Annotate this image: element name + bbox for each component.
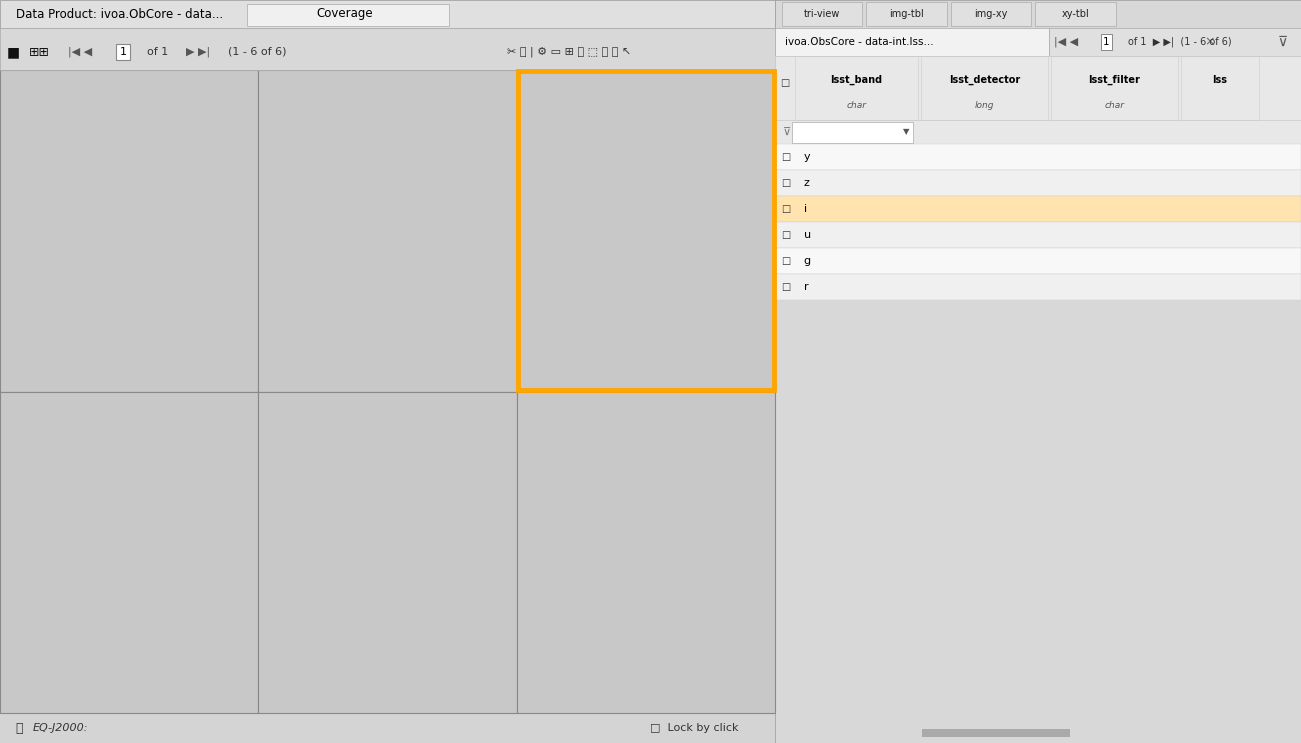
Text: lsst_detector: lsst_detector <box>948 75 1020 85</box>
Text: of 1  ▶ ▶|  (1 - 6 of 6): of 1 ▶ ▶| (1 - 6 of 6) <box>1128 36 1232 48</box>
Text: ⊽: ⊽ <box>1278 35 1288 49</box>
Text: HDU (#1):: HDU (#1): <box>343 397 401 407</box>
Text: Primary product (#this): Primary product (#this) <box>13 421 120 429</box>
Text: < >: < > <box>155 74 181 87</box>
Text: HDU (#1):: HDU (#1): <box>601 397 660 407</box>
Text: < >: < > <box>414 74 438 87</box>
Text: □: □ <box>782 282 791 292</box>
Text: Data Product: ivoa.ObCore - data...: Data Product: ivoa.ObCore - data... <box>16 7 222 21</box>
Text: img-xy: img-xy <box>974 9 1008 19</box>
Text: □  Lock by click: □ Lock by click <box>650 723 739 733</box>
Text: tri-view: tri-view <box>804 9 840 19</box>
Text: lss: lss <box>1213 75 1227 85</box>
Text: img-tbl: img-tbl <box>889 9 924 19</box>
Text: ▶ ▶|: ▶ ▶| <box>186 47 211 57</box>
Text: (1 - 6 of 6): (1 - 6 of 6) <box>228 47 286 57</box>
Text: < >: < > <box>671 395 697 409</box>
Text: z: z <box>804 178 809 188</box>
Text: FOV: 13": FOV: 13" <box>181 99 220 108</box>
Text: ✂ 🔍 | ⚙ ▭ ⊞ ⬜ ⬚ 🖼 🖥 ↖: ✂ 🔍 | ⚙ ▭ ⊞ ⬜ ⬚ 🖼 🖥 ↖ <box>507 47 632 57</box>
Text: lsst_filter: lsst_filter <box>1089 75 1141 85</box>
Text: of 1: of 1 <box>147 47 168 57</box>
Text: Primary product (#this): Primary product (#this) <box>13 99 120 108</box>
Text: g: g <box>804 256 811 266</box>
Text: 1 / 3: 1 / 3 <box>195 76 219 85</box>
Text: ivoa.ObsCore - data-int.lss...: ivoa.ObsCore - data-int.lss... <box>786 37 934 47</box>
Text: Primary product (#this): Primary product (#this) <box>271 421 379 429</box>
Text: ⊽: ⊽ <box>783 127 791 137</box>
Text: □: □ <box>782 178 791 188</box>
Text: 1 / 3: 1 / 3 <box>453 76 476 85</box>
Text: 🔗: 🔗 <box>16 721 23 735</box>
Text: FOV: 13": FOV: 13" <box>440 421 477 429</box>
Text: long: long <box>974 101 994 110</box>
Text: lsst_band: lsst_band <box>830 75 882 85</box>
Text: 1 / 3: 1 / 3 <box>712 76 735 85</box>
Text: < >: < > <box>155 395 181 409</box>
Text: 1 / 3: 1 / 3 <box>453 397 476 407</box>
Text: 1: 1 <box>1103 37 1110 47</box>
Text: HDU (#1):: HDU (#1): <box>85 76 142 85</box>
Text: < >: < > <box>414 395 438 409</box>
Text: Primary product (#this): Primary product (#this) <box>530 421 636 429</box>
Text: HDU (#1):: HDU (#1): <box>85 397 142 407</box>
Text: ▼: ▼ <box>903 128 909 137</box>
Text: |◀ ◀: |◀ ◀ <box>1054 36 1079 48</box>
Text: ⊕  ⊖  ⊕  ⊖: ⊕ ⊖ ⊕ ⊖ <box>271 120 325 130</box>
Text: FOV: 13": FOV: 13" <box>440 99 477 108</box>
Text: ■: ■ <box>7 45 20 59</box>
Text: □: □ <box>782 204 791 214</box>
Text: < >: < > <box>671 74 697 87</box>
Text: FOV: 13": FOV: 13" <box>697 421 736 429</box>
Text: u: u <box>804 230 811 240</box>
Text: □: □ <box>782 230 791 240</box>
Text: 1 / 3: 1 / 3 <box>712 397 735 407</box>
Text: Primary product (#this): Primary product (#this) <box>530 99 636 108</box>
Text: □: □ <box>781 78 790 88</box>
Text: i: i <box>804 204 807 214</box>
Text: HDU (#1):: HDU (#1): <box>343 76 401 85</box>
Text: ×: × <box>1205 36 1215 48</box>
Text: HDU (#1):: HDU (#1): <box>601 76 660 85</box>
Text: xy-tbl: xy-tbl <box>1062 9 1089 19</box>
Text: ⊞⊞: ⊞⊞ <box>29 45 49 59</box>
Text: FOV: 13": FOV: 13" <box>697 99 736 108</box>
Text: r: r <box>804 282 808 292</box>
Text: □: □ <box>782 152 791 162</box>
Text: 1: 1 <box>120 47 126 57</box>
Text: FOV: 13": FOV: 13" <box>181 421 220 429</box>
Text: |◀ ◀: |◀ ◀ <box>68 47 92 57</box>
Text: char: char <box>847 101 866 110</box>
Text: Coverage: Coverage <box>316 7 373 21</box>
Text: 1 / 3: 1 / 3 <box>195 397 219 407</box>
Text: y: y <box>804 152 811 162</box>
Text: Primary product (#this): Primary product (#this) <box>271 99 379 108</box>
Text: char: char <box>1105 101 1124 110</box>
Text: □: □ <box>782 256 791 266</box>
Text: EQ-J2000:: EQ-J2000: <box>33 723 88 733</box>
